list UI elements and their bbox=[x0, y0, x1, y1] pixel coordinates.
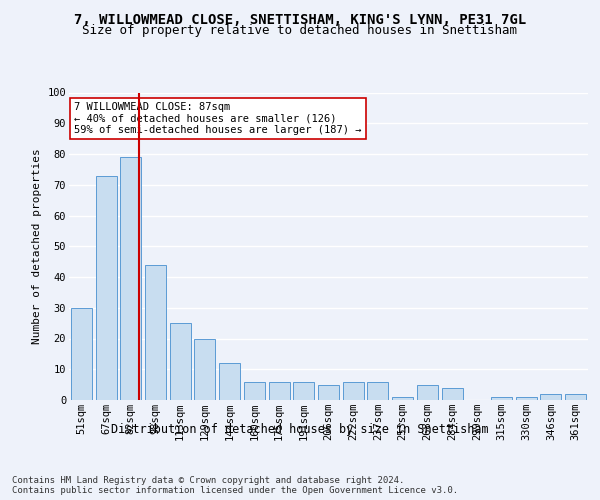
Bar bbox=[392, 397, 413, 400]
Y-axis label: Number of detached properties: Number of detached properties bbox=[32, 148, 42, 344]
Bar bbox=[244, 382, 265, 400]
Text: Contains HM Land Registry data © Crown copyright and database right 2024.
Contai: Contains HM Land Registry data © Crown c… bbox=[12, 476, 458, 495]
Bar bbox=[565, 394, 586, 400]
Bar bbox=[269, 382, 290, 400]
Text: 7, WILLOWMEAD CLOSE, SNETTISHAM, KING'S LYNN, PE31 7GL: 7, WILLOWMEAD CLOSE, SNETTISHAM, KING'S … bbox=[74, 12, 526, 26]
Bar bbox=[219, 363, 240, 400]
Text: Distribution of detached houses by size in Snettisham: Distribution of detached houses by size … bbox=[111, 422, 489, 436]
Bar bbox=[194, 338, 215, 400]
Bar bbox=[491, 397, 512, 400]
Text: 7 WILLOWMEAD CLOSE: 87sqm
← 40% of detached houses are smaller (126)
59% of semi: 7 WILLOWMEAD CLOSE: 87sqm ← 40% of detac… bbox=[74, 102, 362, 135]
Bar bbox=[343, 382, 364, 400]
Bar bbox=[417, 384, 438, 400]
Text: Size of property relative to detached houses in Snettisham: Size of property relative to detached ho… bbox=[83, 24, 517, 37]
Bar bbox=[318, 384, 339, 400]
Bar bbox=[367, 382, 388, 400]
Bar bbox=[170, 323, 191, 400]
Bar bbox=[95, 176, 116, 400]
Bar bbox=[71, 308, 92, 400]
Bar bbox=[541, 394, 562, 400]
Bar bbox=[293, 382, 314, 400]
Bar bbox=[516, 397, 537, 400]
Bar bbox=[120, 157, 141, 400]
Bar bbox=[145, 264, 166, 400]
Bar bbox=[442, 388, 463, 400]
